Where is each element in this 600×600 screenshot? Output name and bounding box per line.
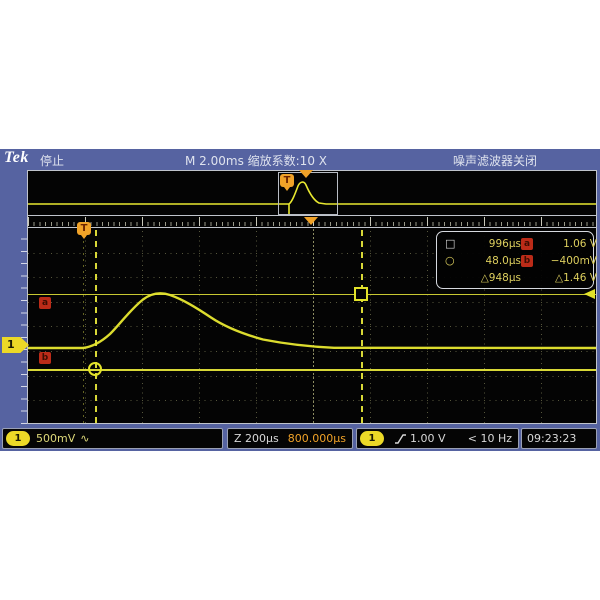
main-waveform-window: a b T □ 996µs a 1.06 V ○ 48.0µs b −400mV… [27,222,597,424]
cursor-a-badge: a [39,297,51,309]
grid-column [199,228,200,423]
grid-column [142,228,143,423]
ruler-center-marker-icon [304,217,318,225]
trigger-level-value: 1.00 V [410,432,446,445]
grid-column [256,228,257,423]
circle-cursor-icon: ○ [445,254,455,267]
title-bar: Tek 停止 M 2.00ms 缩放系数:10 X 噪声滤波器关闭 [0,149,600,169]
channel1-badge: 1 [6,431,30,446]
cursor-readout-box: □ 996µs a 1.06 V ○ 48.0µs b −400mV △948µ… [436,231,597,289]
grid-row [28,351,596,352]
grid-column [484,228,485,423]
channel1-ground-marker[interactable]: 1 [2,337,29,353]
zoom-timebase-box[interactable]: Z 200µs 800.000µs [227,428,353,449]
trigger-position-line [83,228,84,423]
trigger-flag-icon[interactable]: T [280,174,294,191]
cursor-a-voltage: 1.06 V [563,237,597,250]
noise-filter-label: 噪声滤波器关闭 [453,154,538,168]
trigger-flag-icon[interactable]: T [77,222,91,239]
clock-box: 09:23:23 [521,428,597,449]
cursor-a-time-line[interactable] [361,228,363,423]
channel1-scale: 500mV [36,432,76,445]
status-bar: 1 500mV ∿ Z 200µs 800.000µs 1 1.00 V < 1… [0,428,600,449]
zoom-center-marker-icon[interactable] [299,170,313,178]
channel1-waveform [28,292,596,350]
cursor-a-time: 996µs [488,237,521,250]
cursor-a-square-marker[interactable] [354,287,368,301]
grid-row [28,400,596,402]
cursor-line-edge-arrow-icon [584,289,595,299]
vertical-scale-ticks [21,227,27,424]
cursor-a-badge: a [521,237,533,250]
grid-column [541,228,542,423]
overview-trace [28,181,596,215]
grid-column [370,228,371,423]
scope-screen: Tek 停止 M 2.00ms 缩放系数:10 X 噪声滤波器关闭 T [0,149,600,451]
zoom-scale-label: Z 200µs [234,432,279,445]
clock-value: 09:23:23 [527,432,577,445]
trigger-source-badge: 1 [360,431,384,446]
coupling-wave-icon: ∿ [80,432,90,445]
grid-row [28,326,596,328]
cursor-b-time-line[interactable] [95,228,97,423]
grid-row [28,252,596,254]
cursor-b-badge: b [521,254,533,267]
grid-row [28,277,596,279]
waveform-overview-window: T [27,170,597,216]
grid-column [313,228,314,423]
zoom-position-value: 800.000µs [287,432,346,445]
cursor-b-level-line[interactable] [28,369,596,371]
grid-row [28,301,596,303]
rising-edge-icon [395,433,406,444]
square-cursor-icon: □ [445,237,456,250]
grid-column [85,228,86,423]
cursor-b-time: 48.0µs [485,254,521,267]
cursor-b-circle-marker[interactable] [88,362,102,376]
trigger-settings-box[interactable]: 1 1.00 V < 10 Hz [356,428,519,449]
delta-time: △948µs [480,271,521,284]
grid-column [427,228,428,423]
channel1-settings-box[interactable]: 1 500mV ∿ [2,428,223,449]
cursor-b-voltage: −400mV [550,254,597,267]
cursor-b-badge: b [39,352,51,364]
time-ruler [27,216,597,227]
timebase-zoom-factor-label: M 2.00ms 缩放系数:10 X [185,154,327,168]
delta-voltage: △1.46 V [555,271,597,284]
cursor-a-level-line[interactable] [28,294,596,295]
trigger-frequency-value: < 10 Hz [467,432,512,445]
grid-row [28,375,596,377]
acquisition-state-label: 停止 [40,154,65,168]
tek-logo: Tek [4,149,29,166]
